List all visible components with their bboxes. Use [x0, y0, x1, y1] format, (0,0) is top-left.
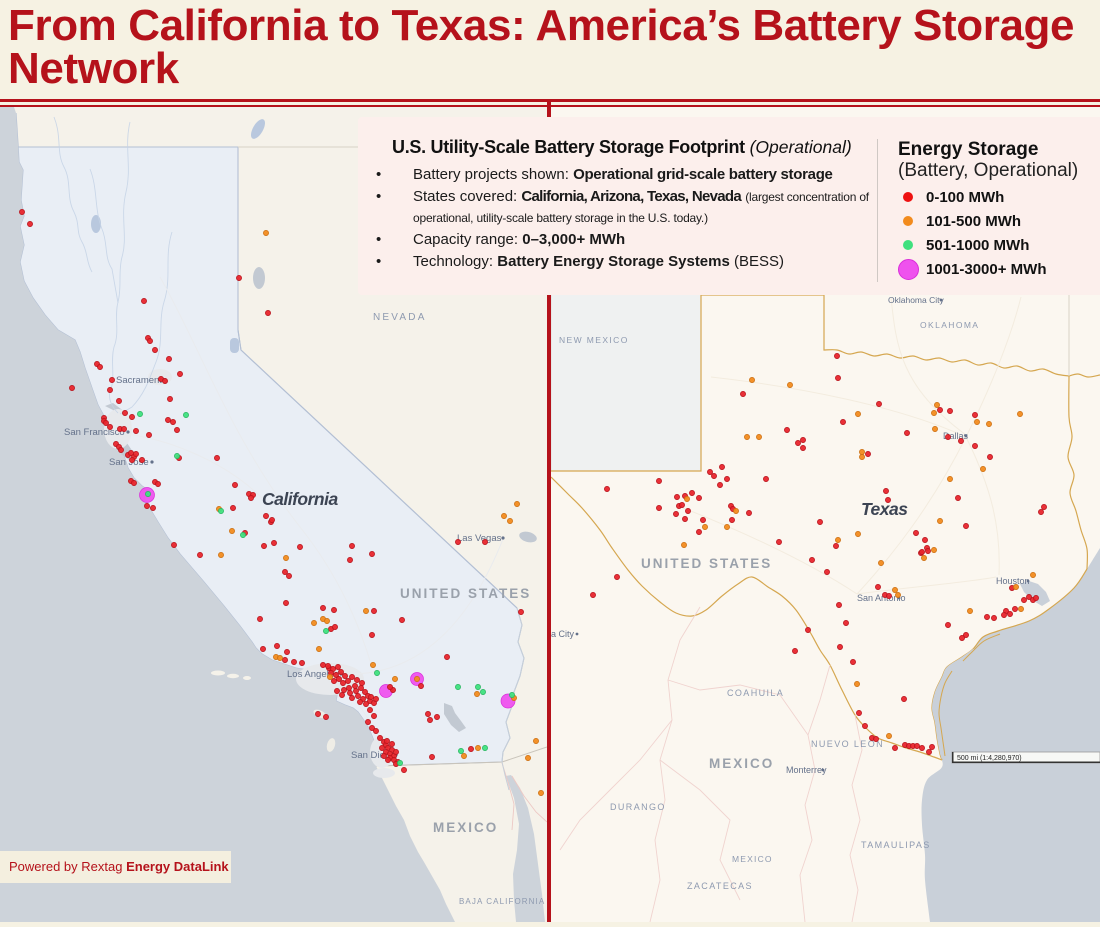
svg-text:NEW MEXICO: NEW MEXICO	[559, 335, 629, 345]
svg-text:BAJA CALIFORNIA: BAJA CALIFORNIA	[459, 897, 545, 906]
svg-text:COAHUILA: COAHUILA	[727, 688, 784, 698]
svg-text:DURANGO: DURANGO	[610, 802, 666, 812]
svg-text:TAMAULIPAS: TAMAULIPAS	[861, 840, 931, 850]
svg-text:MEXICO: MEXICO	[709, 756, 774, 771]
svg-text:Monterrey: Monterrey	[786, 765, 827, 775]
svg-text:OKLAHOMA: OKLAHOMA	[920, 320, 979, 330]
svg-text:NUEVO LEÓN: NUEVO LEÓN	[811, 739, 884, 749]
svg-text:San Antonio: San Antonio	[857, 593, 906, 603]
svg-text:Houston: Houston	[996, 576, 1030, 586]
svg-text:MEXICO: MEXICO	[433, 820, 498, 835]
svg-text:Las Vegas: Las Vegas	[457, 533, 502, 544]
svg-text:San Francisco: San Francisco	[64, 427, 125, 438]
svg-text:San Diego: San Diego	[351, 750, 395, 761]
svg-text:UNITED STATES: UNITED STATES	[400, 586, 531, 601]
svg-text:hua City: hua City	[551, 629, 575, 639]
svg-text:Texas: Texas	[861, 499, 908, 519]
svg-text:UNITED STATES: UNITED STATES	[641, 556, 772, 571]
svg-text:San Jose: San Jose	[109, 457, 149, 468]
svg-text:ZACATECAS: ZACATECAS	[687, 881, 753, 891]
svg-text:California: California	[262, 489, 338, 509]
svg-text:Sacramento: Sacramento	[116, 375, 167, 386]
svg-text:Los Angeles: Los Angeles	[287, 669, 339, 680]
svg-text:MEXICO: MEXICO	[732, 854, 773, 864]
svg-text:500 mi (1:4,280,970): 500 mi (1:4,280,970)	[957, 755, 1022, 762]
svg-text:NEVADA: NEVADA	[373, 312, 427, 323]
svg-text:Oklahoma City: Oklahoma City	[888, 295, 944, 305]
svg-text:Dallas: Dallas	[943, 431, 969, 441]
